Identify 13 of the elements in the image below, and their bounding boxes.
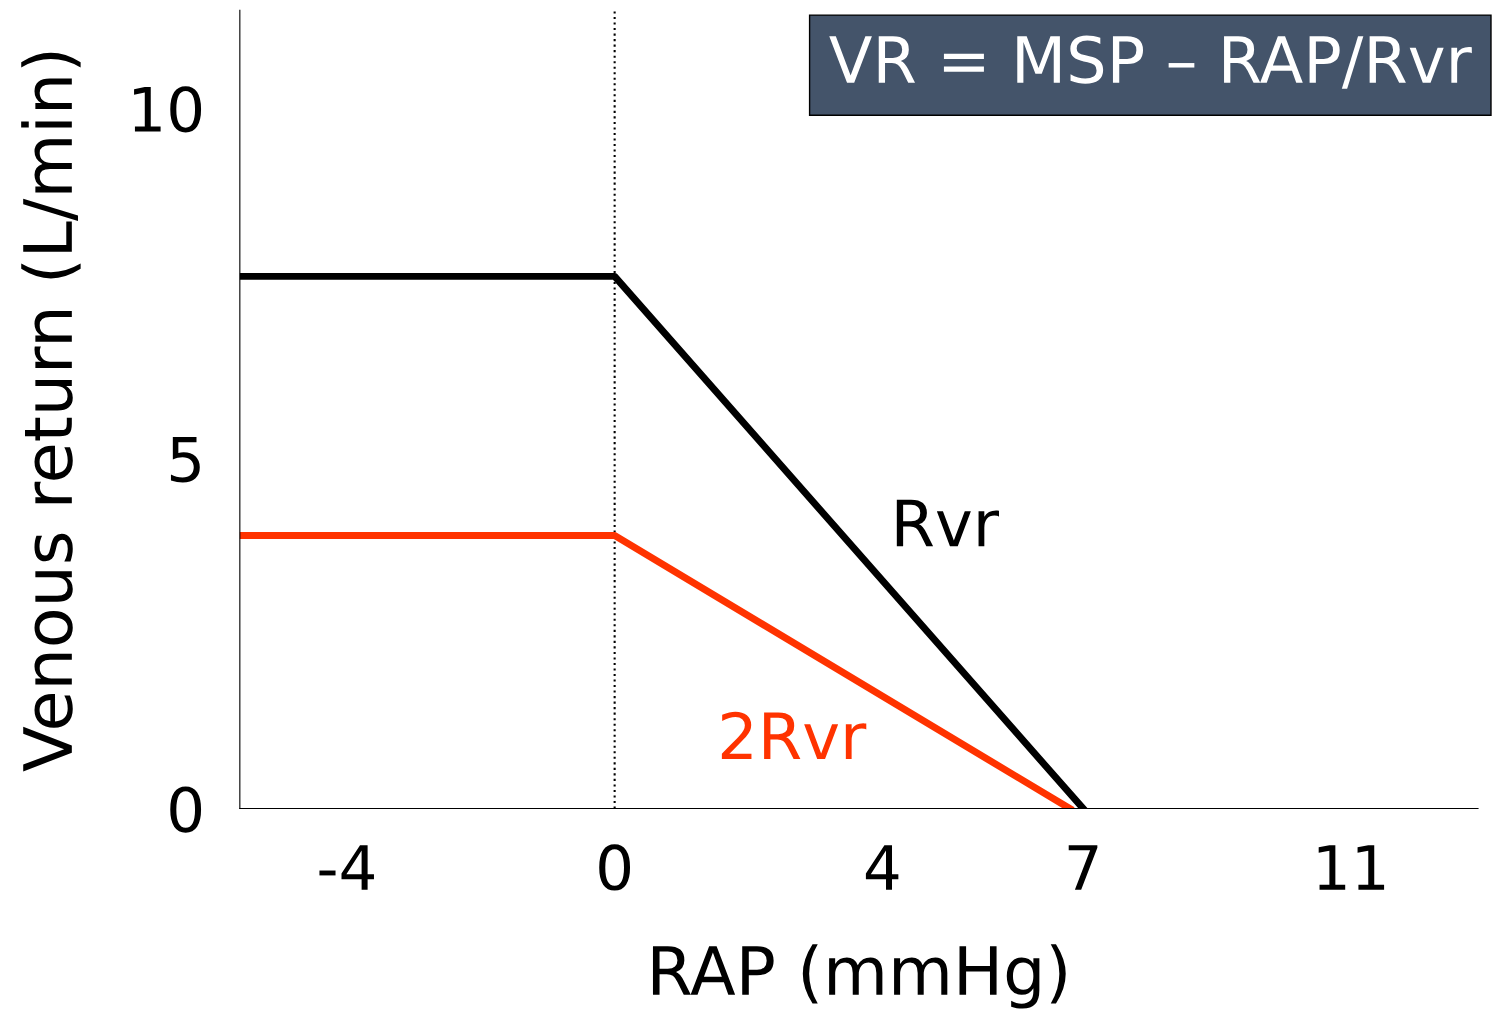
series-label: 2Rvr: [721, 711, 867, 760]
x-tick-label: 7: [1068, 845, 1098, 890]
annotation: VR = MSP – RAP/Rvr: [829, 35, 1472, 89]
series-label: Rvr: [896, 499, 1000, 547]
y-tick-label: 10: [134, 86, 202, 133]
x-tick-label: -4: [319, 845, 374, 890]
y-axis-title: Venous return (L/min): [21, 52, 81, 772]
x-tick-label: 0: [599, 844, 631, 891]
x-axis-title: RAP (mmHg): [652, 944, 1066, 1009]
y-tick-label: 0: [170, 786, 202, 833]
y-tick-label: 5: [170, 437, 200, 483]
x-tick-label: 4: [865, 845, 899, 890]
x-tick-label: 11: [1318, 845, 1385, 890]
